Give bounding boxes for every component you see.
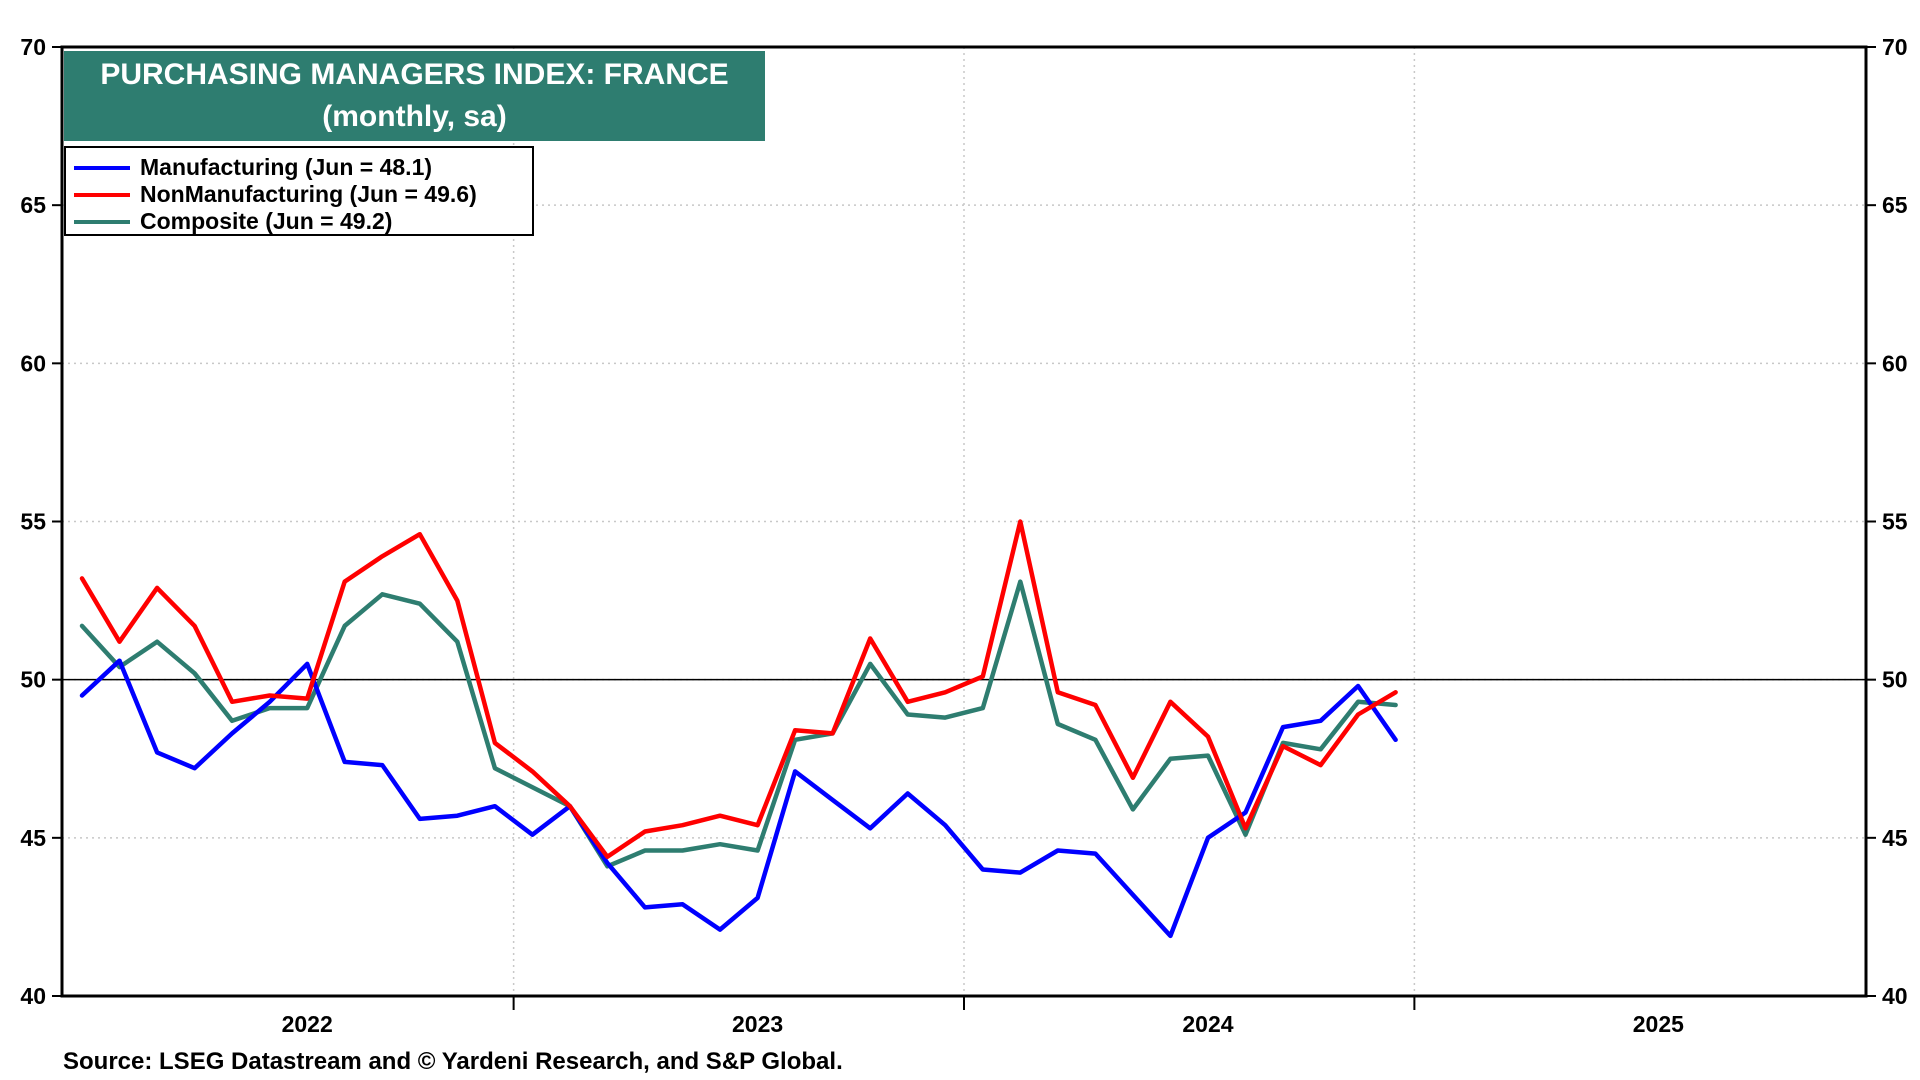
tick-label-right-65: 65 (1882, 192, 1908, 218)
series-layer (79, 519, 1398, 939)
tick-label-left-40: 40 (20, 983, 46, 1009)
source-note: Source: LSEG Datastream and © Yardeni Re… (63, 1048, 843, 1075)
tick-label-left-70: 70 (20, 34, 46, 60)
series-line-manufacturing (79, 658, 1398, 939)
legend-label-manufacturing: Manufacturing (Jun = 48.1) (140, 154, 433, 180)
y-axis-right: 40 45 50 55 60 65 70 (1866, 34, 1908, 1009)
legend-label-nonmanufacturing: NonManufacturing (Jun = 49.6) (140, 181, 477, 207)
tick-label-left-65: 65 (20, 192, 46, 218)
y-axis-left: 40 45 50 55 60 65 70 (20, 34, 62, 1009)
legend-item-nonmanufacturing: NonManufacturing (Jun = 49.6) (66, 181, 477, 208)
x-tick-label-2024: 2024 (1182, 1011, 1233, 1037)
tick-label-right-55: 55 (1882, 509, 1908, 535)
legend-item-manufacturing: Manufacturing (Jun = 48.1) (66, 154, 432, 181)
legend-swatch-nonmanufacturing (74, 192, 130, 197)
x-axis: 2022 2023 2024 2025 (282, 996, 1684, 1037)
tick-label-left-50: 50 (20, 667, 46, 693)
tick-label-right-70: 70 (1882, 34, 1908, 60)
tick-label-left-45: 45 (20, 825, 46, 851)
legend-item-composite: Composite (Jun = 49.2) (66, 208, 392, 235)
chart-title-box: PURCHASING MANAGERS INDEX: FRANCE (month… (64, 51, 765, 141)
chart-title: PURCHASING MANAGERS INDEX: FRANCE (100, 58, 729, 91)
legend-label-composite: Composite (Jun = 49.2) (140, 208, 393, 234)
series-line-nonmanufacturing (79, 519, 1398, 860)
tick-label-right-40: 40 (1882, 983, 1908, 1009)
legend: Manufacturing (Jun = 48.1) NonManufactur… (64, 146, 534, 236)
chart-subtitle: (monthly, sa) (322, 100, 507, 133)
tick-label-right-45: 45 (1882, 825, 1908, 851)
legend-swatch-manufacturing (74, 165, 130, 170)
legend-swatch-composite (74, 219, 130, 224)
x-tick-label-2023: 2023 (732, 1011, 783, 1037)
x-tick-label-2022: 2022 (282, 1011, 333, 1037)
tick-label-right-60: 60 (1882, 350, 1908, 376)
tick-label-left-55: 55 (20, 509, 46, 535)
x-tick-label-2025: 2025 (1633, 1011, 1684, 1037)
tick-label-left-60: 60 (20, 350, 46, 376)
series-line-composite (79, 579, 1398, 869)
tick-label-right-50: 50 (1882, 667, 1908, 693)
